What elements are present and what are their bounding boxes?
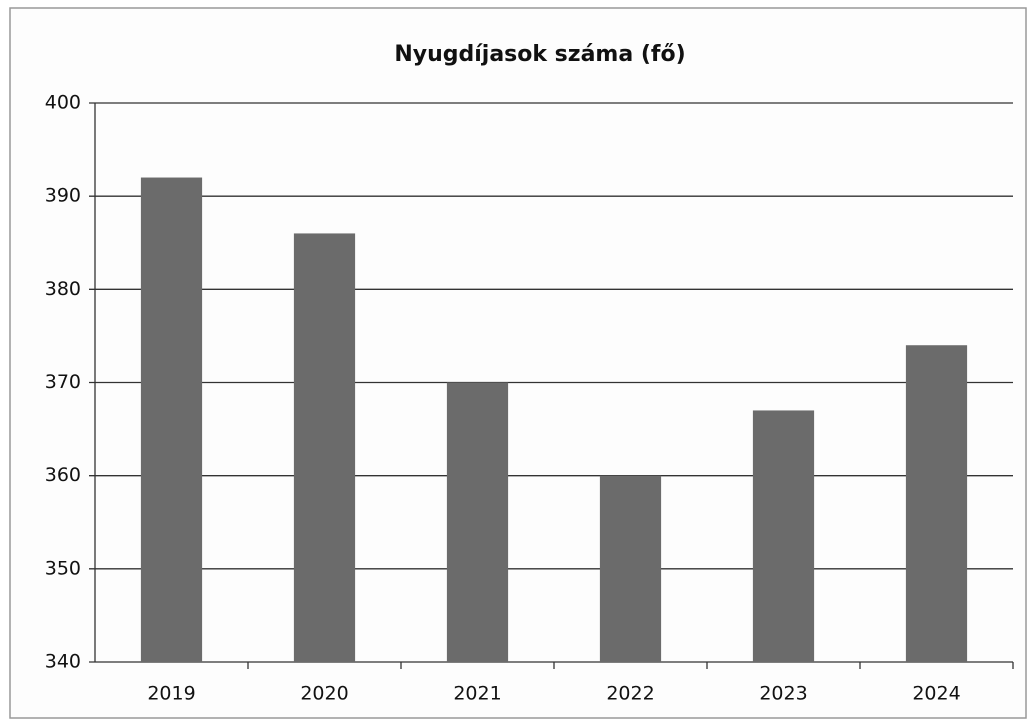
bar xyxy=(752,410,815,662)
y-tick-label: 360 xyxy=(45,464,81,486)
chart-title: Nyugdíjasok száma (fő) xyxy=(394,42,685,67)
y-tick-label: 390 xyxy=(45,185,81,207)
y-tick-label: 340 xyxy=(45,651,81,673)
bar xyxy=(446,382,509,662)
y-tick-label: 370 xyxy=(45,371,81,393)
bar xyxy=(599,475,662,662)
x-tick-label: 2019 xyxy=(147,683,195,705)
x-tick-label: 2021 xyxy=(453,683,501,705)
bar xyxy=(140,177,203,663)
bar xyxy=(293,233,356,662)
bar xyxy=(905,345,968,662)
x-tick-label: 2024 xyxy=(912,683,960,705)
y-tick-label: 350 xyxy=(45,557,81,579)
x-tick-label: 2022 xyxy=(606,683,654,705)
y-tick-label: 400 xyxy=(45,92,81,114)
y-tick-label: 380 xyxy=(45,278,81,300)
x-tick-label: 2023 xyxy=(759,683,807,705)
x-tick-label: 2020 xyxy=(300,683,348,705)
